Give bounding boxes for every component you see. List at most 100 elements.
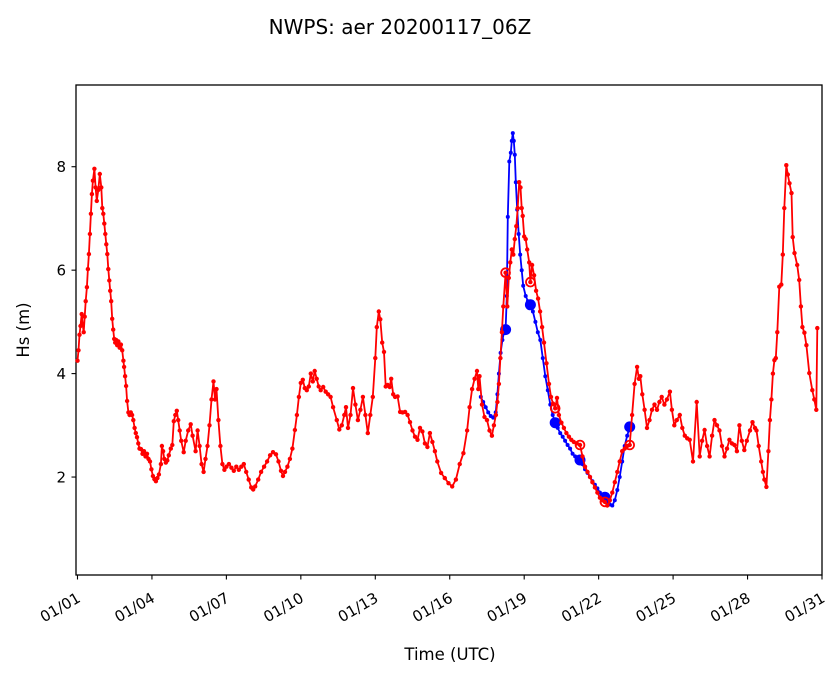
data-point-observed-hs [802, 330, 807, 335]
data-point-observed-hs [669, 407, 675, 412]
data-point-observed-hs [704, 443, 710, 449]
data-point-observed-hs [714, 423, 720, 428]
data-point-observed-hs [181, 450, 186, 455]
data-point-observed-hs [810, 388, 815, 393]
data-point-observed-hs [699, 438, 705, 443]
data-point-observed-hs [453, 477, 459, 482]
data-point-observed-hs [724, 446, 730, 451]
data-point-model-forecast-hs [511, 138, 516, 143]
data-point-observed-hs [287, 456, 293, 462]
data-point-observed-hs [519, 205, 524, 211]
data-point-model-forecast-hs [530, 309, 535, 314]
data-point-observed-hs [517, 180, 522, 185]
data-point-observed-hs [321, 384, 326, 390]
data-point-observed-hs [80, 322, 85, 327]
data-point-observed-hs [205, 443, 210, 449]
data-point-observed-hs [410, 428, 415, 433]
data-point-model-forecast-hs [543, 374, 548, 379]
data-point-observed-hs [294, 412, 300, 418]
data-point-observed-hs [129, 412, 135, 418]
data-point-observed-hs [732, 442, 737, 448]
data-point-observed-hs [290, 446, 295, 451]
data-point-observed-hs [657, 399, 662, 405]
data-point-observed-hs [380, 340, 385, 345]
data-point-observed-hs [420, 429, 425, 434]
data-point-model-daily-06z-markers [524, 299, 536, 311]
data-point-observed-hs [477, 374, 482, 379]
data-point-observed-hs [402, 409, 408, 415]
x-tick-label: 01/22 [558, 589, 604, 626]
data-point-observed-hs [415, 437, 420, 442]
data-point-observed-hs [195, 428, 200, 433]
data-point-observed-hs [659, 394, 664, 400]
data-point-observed-hs [787, 181, 792, 186]
data-point-observed-hs [136, 441, 141, 446]
data-point-observed-hs [310, 379, 315, 384]
data-point-observed-hs [469, 386, 475, 392]
data-point-observed-hs [110, 316, 115, 321]
data-point-observed-hs [96, 187, 101, 193]
data-point-observed-hs [170, 442, 175, 448]
data-point-observed-hs [417, 425, 423, 431]
data-point-observed-hs [491, 423, 497, 428]
x-tick-label: 01/19 [484, 589, 530, 626]
y-tick-label: 4 [56, 365, 66, 383]
data-point-observed-hs [183, 438, 188, 443]
data-point-model-forecast-hs [508, 150, 513, 155]
data-point-observed-hs [760, 469, 766, 475]
x-tick-label: 01/16 [409, 589, 455, 626]
y-axis: 2 4 6 8 [56, 158, 76, 487]
data-point-observed-hs [374, 324, 379, 330]
data-point-model-forecast-hs [505, 214, 510, 219]
data-point-observed-hs [754, 428, 759, 433]
data-point-observed-hs [577, 442, 583, 448]
data-point-observed-hs [229, 465, 234, 470]
data-point-observed-hs [334, 417, 339, 423]
data-point-observed-hs [430, 439, 435, 445]
data-point-observed-hs [467, 405, 472, 410]
data-point-observed-hs [234, 464, 239, 469]
series-observed-daily-06z-markers [500, 267, 635, 508]
data-point-observed-hs [680, 425, 685, 431]
data-point-observed-hs [654, 407, 660, 412]
data-point-observed-hs [422, 441, 428, 446]
data-point-observed-hs [527, 260, 532, 265]
data-point-observed-hs [496, 381, 502, 387]
data-point-observed-hs [529, 262, 535, 268]
data-point-observed-hs [505, 304, 510, 309]
data-point-observed-hs [487, 428, 492, 433]
x-tick-label: 01/07 [186, 589, 232, 626]
data-point-observed-hs [79, 311, 84, 317]
data-point-observed-hs [212, 397, 218, 402]
data-point-observed-hs [556, 412, 562, 418]
data-point-observed-hs [580, 454, 585, 459]
data-point-observed-hs [674, 417, 679, 423]
data-point-observed-hs [649, 407, 655, 412]
data-point-observed-hs [106, 266, 111, 272]
data-point-observed-hs [92, 166, 97, 171]
data-point-observed-hs [345, 425, 351, 431]
data-point-observed-hs [177, 428, 182, 433]
data-point-observed-hs [188, 422, 193, 427]
data-point-observed-hs [173, 412, 178, 418]
data-point-observed-hs [664, 397, 670, 402]
data-point-observed-hs [197, 443, 202, 449]
data-point-observed-hs [592, 485, 598, 490]
data-point-observed-hs [156, 472, 162, 477]
data-point-observed-hs [407, 420, 413, 425]
data-point-observed-hs [722, 454, 727, 459]
data-point-observed-hs [373, 355, 378, 361]
data-point-observed-hs [176, 417, 181, 423]
data-point-observed-hs [376, 309, 381, 314]
data-point-model-forecast-hs [521, 283, 526, 288]
data-point-observed-hs [564, 430, 569, 436]
data-point-observed-hs [554, 395, 560, 401]
data-point-observed-hs [790, 234, 795, 240]
data-point-observed-hs [779, 282, 784, 287]
data-point-observed-hs [102, 221, 107, 226]
data-point-observed-hs [759, 459, 764, 464]
y-axis-label: Hs (m) [14, 302, 33, 357]
data-point-model-forecast-hs [545, 388, 550, 393]
data-point-observed-hs [107, 278, 112, 283]
data-point-observed-hs [350, 385, 356, 391]
